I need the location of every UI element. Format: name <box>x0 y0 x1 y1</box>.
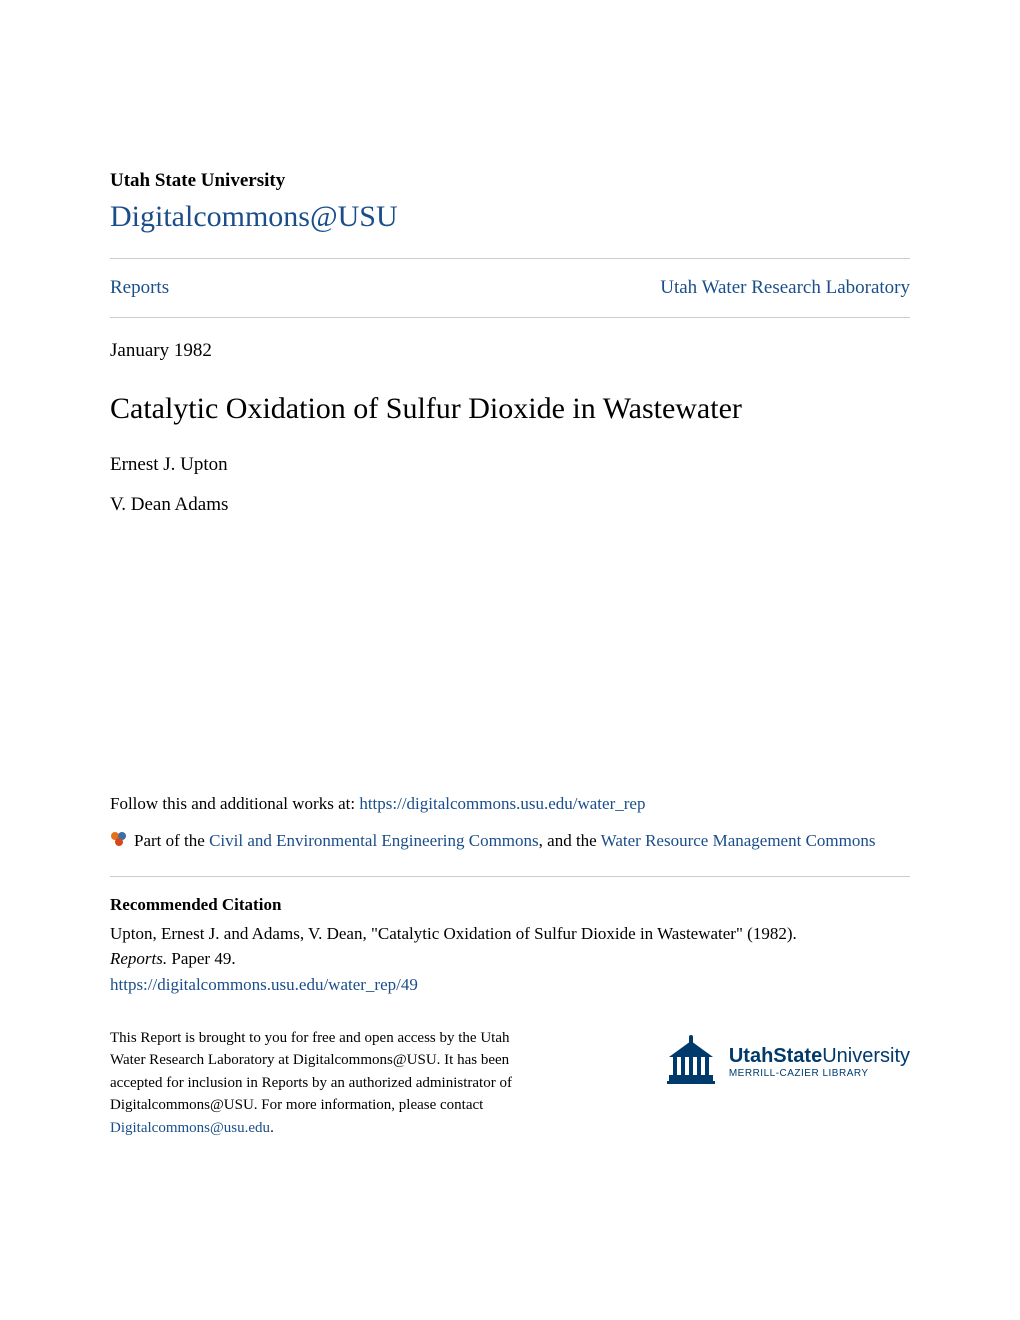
nav-row: Reports Utah Water Research Laboratory <box>110 259 910 317</box>
follow-line: Follow this and additional works at: htt… <box>110 794 910 814</box>
logo-text: UtahStateUniversity MERRILL-CAZIER LIBRA… <box>729 1045 910 1079</box>
divider <box>110 317 910 318</box>
citation-series: Reports. <box>110 949 167 968</box>
citation-paper: Paper 49. <box>167 949 235 968</box>
partof-middle: , and the <box>539 831 601 850</box>
author-2: V. Dean Adams <box>110 494 910 516</box>
logo-bold: UtahState <box>729 1045 822 1067</box>
partof-link-2[interactable]: Water Resource Management Commons <box>601 831 876 850</box>
spacer <box>110 534 910 794</box>
citation-text: Upton, Ernest J. and Adams, V. Dean, "Ca… <box>110 921 910 972</box>
partof-row: Part of the Civil and Environmental Engi… <box>110 828 910 856</box>
citation-url[interactable]: https://digitalcommons.usu.edu/water_rep… <box>110 975 910 995</box>
citation-heading: Recommended Citation <box>110 895 910 915</box>
reports-link[interactable]: Reports <box>110 277 169 299</box>
partof-link-1[interactable]: Civil and Environmental Engineering Comm… <box>209 831 539 850</box>
footer-part2: . <box>270 1120 274 1136</box>
footer-part1: This Report is brought to you for free a… <box>110 1030 512 1114</box>
building-icon <box>659 1035 719 1090</box>
publication-date: January 1982 <box>110 340 910 362</box>
citation-section: Recommended Citation Upton, Ernest J. an… <box>110 895 910 995</box>
document-title: Catalytic Oxidation of Sulfur Dioxide in… <box>110 392 910 426</box>
citation-line1: Upton, Ernest J. and Adams, V. Dean, "Ca… <box>110 924 797 943</box>
network-icon <box>110 830 128 856</box>
follow-link[interactable]: https://digitalcommons.usu.edu/water_rep <box>359 794 645 813</box>
university-logo: UtahStateUniversity MERRILL-CAZIER LIBRA… <box>659 1027 910 1090</box>
logo-light: University <box>822 1045 910 1067</box>
logo-sub: MERRILL-CAZIER LIBRARY <box>729 1068 910 1079</box>
logo-main: UtahStateUniversity <box>729 1045 910 1068</box>
partof-prefix: Part of the <box>134 831 209 850</box>
lab-link[interactable]: Utah Water Research Laboratory <box>660 277 910 299</box>
page-container: Utah State University Digitalcommons@USU… <box>0 0 1020 1199</box>
footer-row: This Report is brought to you for free a… <box>110 1027 910 1140</box>
divider <box>110 876 910 877</box>
follow-prefix: Follow this and additional works at: <box>110 794 359 813</box>
author-1: Ernest J. Upton <box>110 454 910 476</box>
repository-link[interactable]: Digitalcommons@USU <box>110 200 910 234</box>
footer-email[interactable]: Digitalcommons@usu.edu <box>110 1120 270 1136</box>
footer-text: This Report is brought to you for free a… <box>110 1027 540 1140</box>
partof-text: Part of the Civil and Environmental Engi… <box>134 828 910 854</box>
institution-name: Utah State University <box>110 170 910 192</box>
